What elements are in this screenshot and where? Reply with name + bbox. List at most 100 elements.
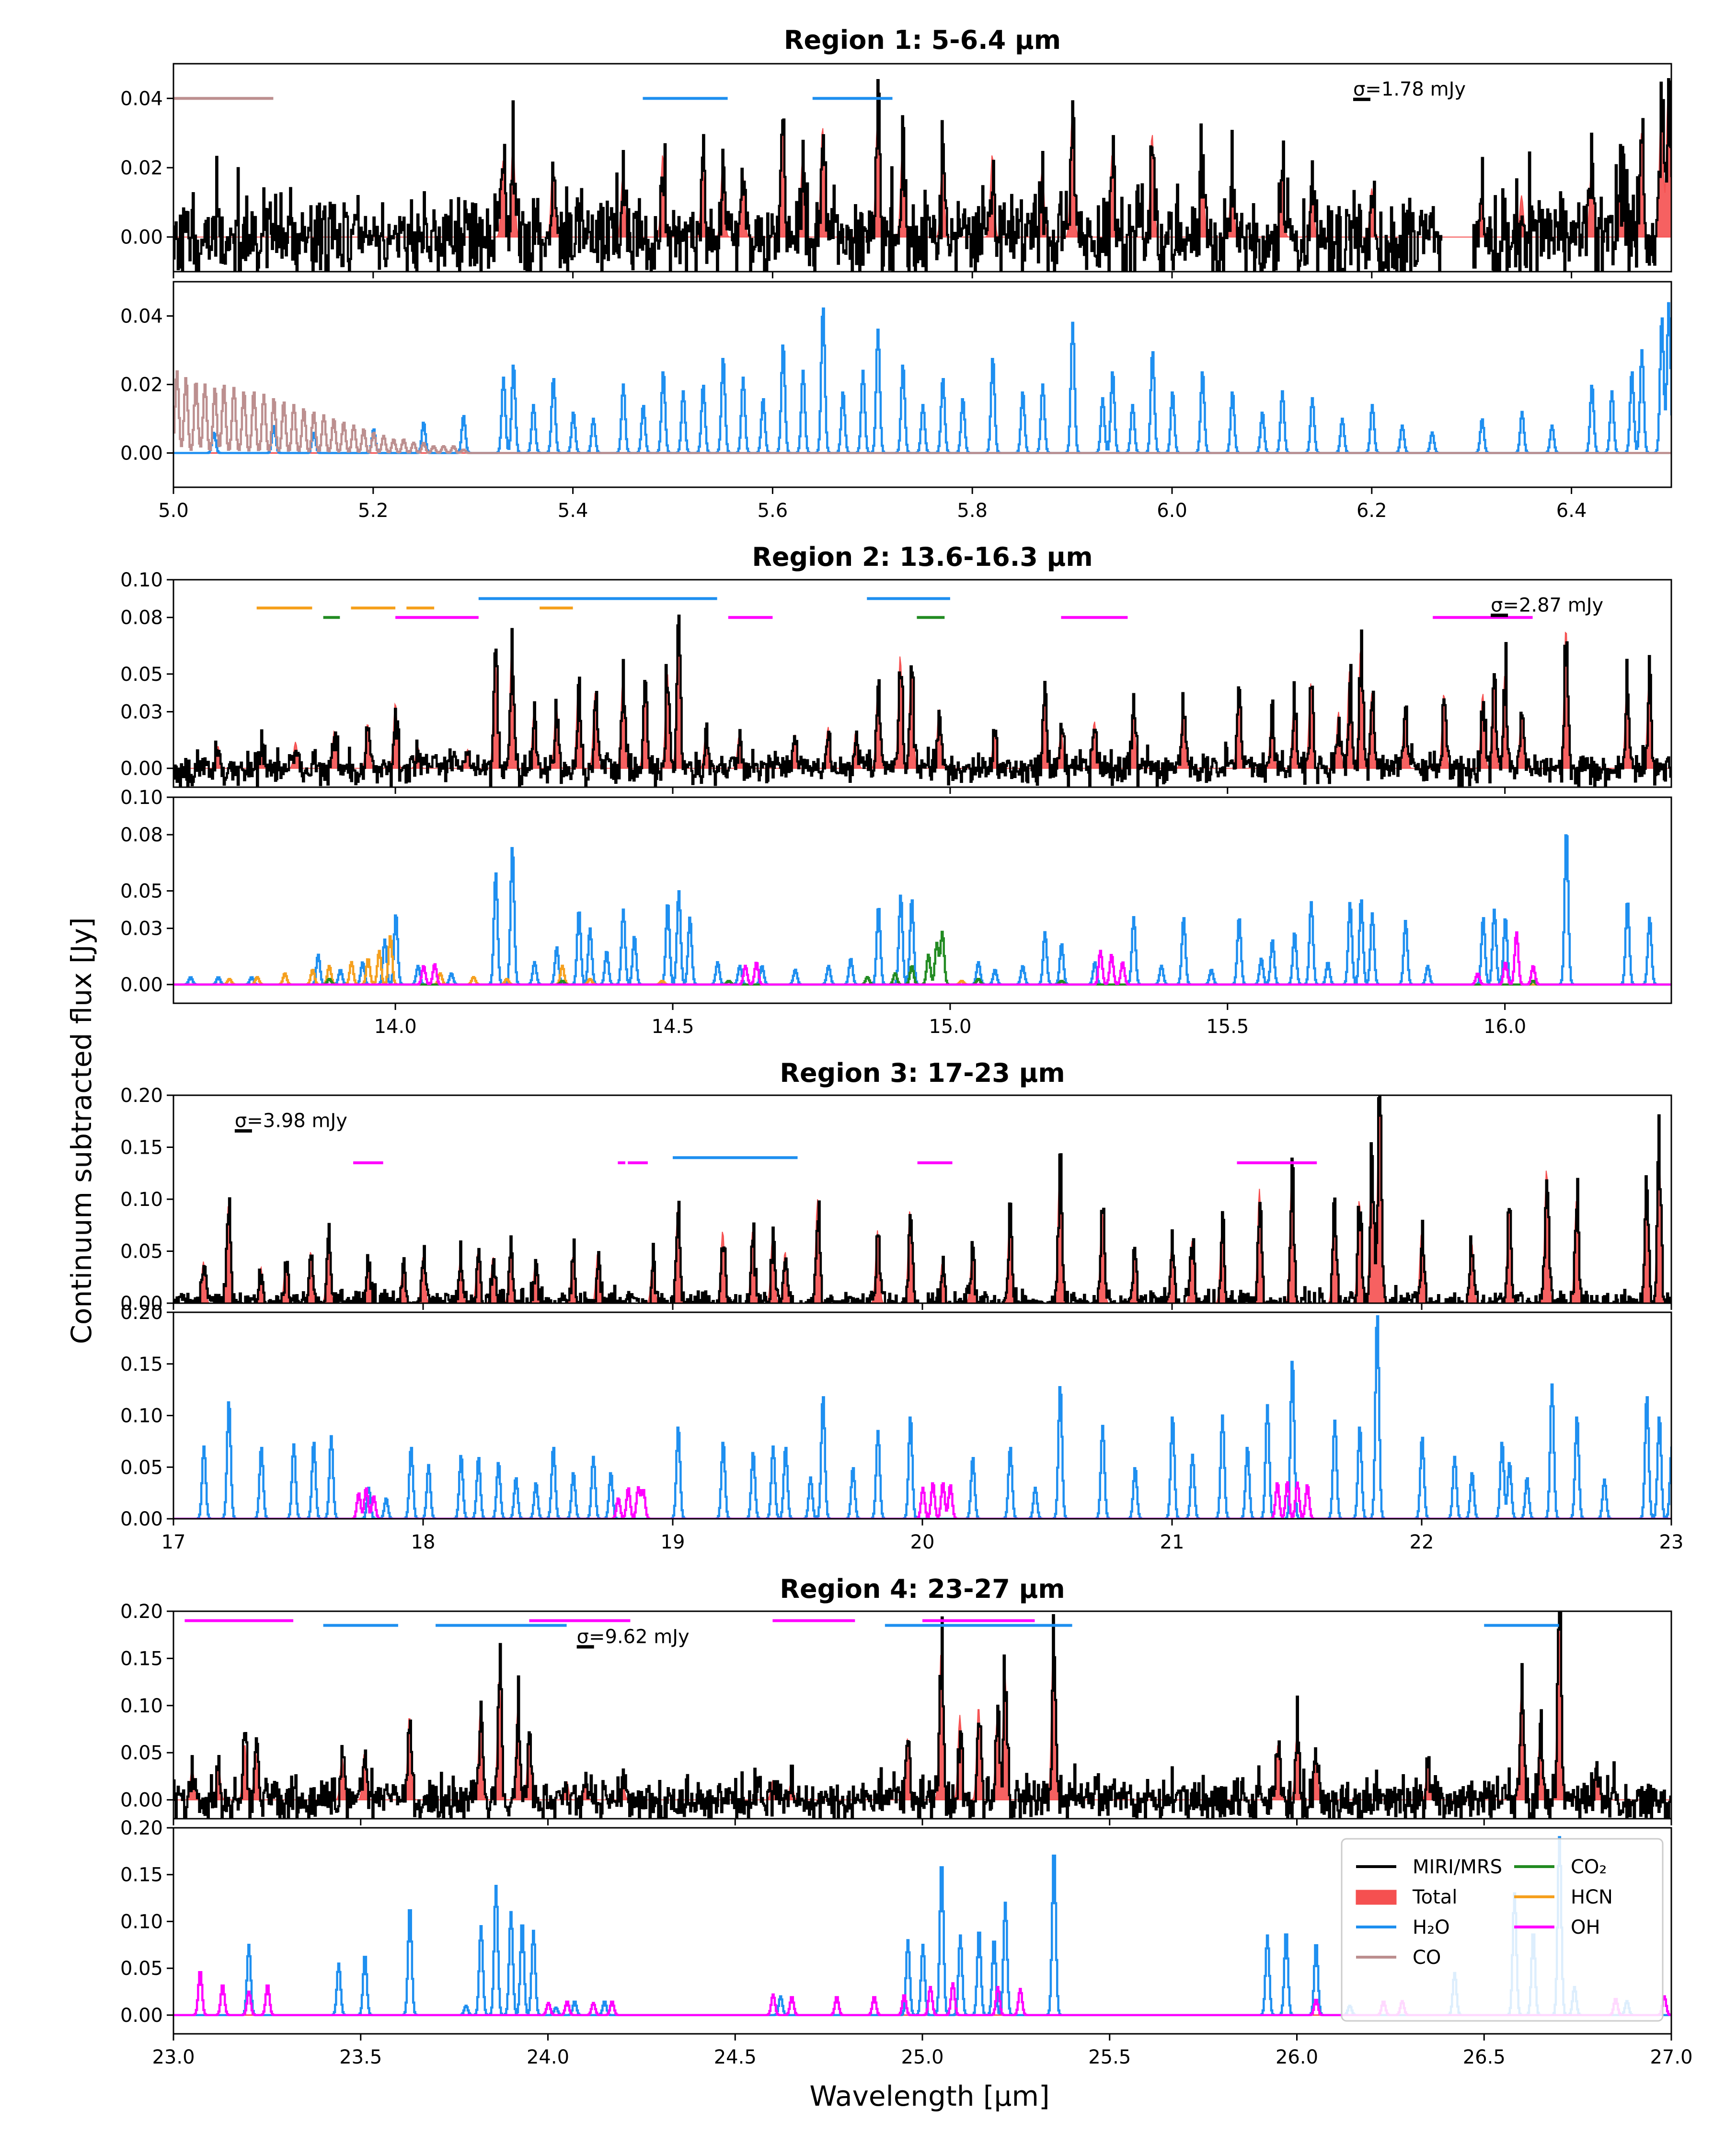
- y-tick-label: 0.00: [120, 443, 163, 465]
- y-tick-label: 0.20: [120, 1302, 163, 1324]
- y-tick-label: 0.00: [120, 1789, 163, 1812]
- panel-region-3: Region 3: 17-23 μm σ=3.98 mJy 0.00 0.05 0.10…: [120, 1058, 1684, 1553]
- y-tick-label: 0.02: [120, 374, 163, 396]
- panel-title: Region 1: 5-6.4 μm: [784, 25, 1061, 55]
- x-tick-label: 17: [161, 1531, 186, 1553]
- sigma-label: σ=2.87 mJy: [1491, 594, 1603, 616]
- legend-label: CO: [1413, 1947, 1441, 1969]
- x-tick-label: 5.6: [758, 500, 788, 522]
- y-tick-label: 0.20: [120, 1085, 163, 1107]
- y-tick-label: 0.00: [120, 758, 163, 780]
- x-tick-label: 22: [1410, 1531, 1434, 1553]
- legend-label: HCN: [1571, 1886, 1613, 1908]
- y-tick-label: 0.05: [120, 1958, 163, 1980]
- x-tick-label: 21: [1160, 1531, 1184, 1553]
- panels-group: Region 1: 5-6.4 μm σ=1.78 mJy 0.00 0.02 0.04…: [120, 25, 1693, 2068]
- y-tick-label: 0.00: [120, 1293, 163, 1315]
- miri-mrs-spectrum: [173, 78, 1671, 272]
- x-tick-label: 23.5: [339, 2046, 382, 2068]
- y-tick-label: 0.20: [120, 1817, 163, 1839]
- legend-frame: [1341, 1838, 1664, 2022]
- y-tick-label: 0.00: [120, 227, 163, 249]
- x-tick-label: 5.8: [957, 500, 988, 522]
- panel-region-2: Region 2: 13.6-16.3 μm σ=2.87 mJy 0.00 0.03…: [120, 542, 1672, 1038]
- x-tick-label: 15.5: [1206, 1016, 1249, 1038]
- y-tick-label: 0.08: [120, 607, 163, 629]
- upper-axes-frame: [172, 579, 1672, 788]
- legend: MIRI/MRS Total H₂O CO CO₂ HCN OH: [1341, 1838, 1664, 2022]
- legend-label: H₂O: [1413, 1916, 1450, 1938]
- lower-axes-frame: [172, 796, 1672, 1004]
- x-tick-label: 14.0: [374, 1016, 417, 1038]
- y-tick-label: 0.04: [120, 88, 163, 110]
- panel-region-1: Region 1: 5-6.4 μm σ=1.78 mJy 0.00 0.02 0.04…: [120, 25, 1672, 522]
- x-tick-label: 23: [1659, 1531, 1684, 1553]
- lower-axes-frame: [172, 281, 1672, 488]
- y-tick-label: 0.15: [120, 1864, 163, 1886]
- y-tick-label: 0.02: [120, 157, 163, 179]
- x-tick-label: 24.5: [714, 2046, 757, 2068]
- y-tick-label: 0.08: [120, 824, 163, 846]
- x-tick-label: 24.0: [527, 2046, 569, 2068]
- y-tick-label: 0.10: [120, 569, 163, 591]
- x-axis-label: Wavelength [μm]: [809, 2080, 1049, 2112]
- miri-mrs-spectrum: [173, 1095, 1671, 1303]
- x-tick-label: 27.0: [1650, 2046, 1692, 2068]
- y-tick-label: 0.05: [120, 1241, 163, 1263]
- sigma-label: σ=3.98 mJy: [235, 1110, 347, 1132]
- model-oh: [173, 1481, 1671, 1519]
- y-tick-label: 0.03: [120, 701, 163, 723]
- legend-label: Total: [1412, 1886, 1457, 1908]
- x-tick-label: 20: [910, 1531, 935, 1553]
- panel-title: Region 3: 17-23 μm: [780, 1058, 1065, 1088]
- y-tick-label: 0.10: [120, 787, 163, 809]
- y-tick-label: 0.05: [120, 664, 163, 686]
- y-tick-label: 0.20: [120, 1601, 163, 1623]
- upper-plot-area: [173, 1095, 1671, 1303]
- y-tick-label: 0.00: [120, 2005, 163, 2027]
- x-tick-label: 6.4: [1556, 500, 1587, 522]
- lower-plot-area: [173, 834, 1671, 986]
- x-tick-label: 16.0: [1484, 1016, 1526, 1038]
- upper-plot-area: [173, 1611, 1671, 1819]
- model-oh: [173, 931, 1671, 986]
- y-tick-label: 0.05: [120, 880, 163, 902]
- x-tick-label: 18: [411, 1531, 436, 1553]
- y-tick-label: 0.04: [120, 306, 163, 328]
- x-tick-label: 25.5: [1088, 2046, 1131, 2068]
- x-tick-label: 5.0: [158, 500, 189, 522]
- legend-label: MIRI/MRS: [1413, 1856, 1502, 1878]
- upper-axes-frame: [172, 1094, 1672, 1304]
- y-tick-label: 0.15: [120, 1353, 163, 1376]
- miri-mrs-spectrum: [173, 614, 1671, 787]
- legend-swatch-total: [1356, 1890, 1397, 1905]
- x-tick-label: 26.5: [1463, 2046, 1506, 2068]
- legend-label: CO₂: [1571, 1856, 1607, 1878]
- x-tick-label: 15.0: [929, 1016, 971, 1038]
- panel-title: Region 2: 13.6-16.3 μm: [752, 542, 1092, 572]
- y-tick-label: 0.05: [120, 1456, 163, 1479]
- sigma-label: σ=9.62 mJy: [577, 1626, 690, 1648]
- y-tick-label: 0.10: [120, 1695, 163, 1717]
- y-tick-label: 0.00: [120, 974, 163, 996]
- x-tick-label: 19: [661, 1531, 685, 1553]
- total-model-fill: [173, 1095, 1671, 1303]
- sigma-label: σ=1.78 mJy: [1353, 78, 1466, 100]
- x-tick-label: 6.0: [1157, 500, 1187, 522]
- x-tick-label: 5.2: [358, 500, 389, 522]
- lower-plot-area: [173, 1315, 1671, 1519]
- panel-title: Region 4: 23-27 μm: [780, 1574, 1065, 1604]
- x-tick-label: 25.0: [901, 2046, 943, 2068]
- model-co: [173, 370, 1671, 454]
- y-tick-label: 0.15: [120, 1137, 163, 1159]
- x-tick-label: 6.2: [1357, 500, 1387, 522]
- upper-plot-area: [173, 597, 1671, 787]
- panel-region-4: Region 4: 23-27 μm σ=9.62 mJy 0.00 0.05 0.10…: [120, 1574, 1693, 2068]
- lower-plot-area: [173, 302, 1671, 454]
- y-tick-label: 0.10: [120, 1911, 163, 1933]
- legend-label: OH: [1571, 1916, 1600, 1938]
- y-axis-label: Continuum subtracted flux [Jy]: [65, 917, 98, 1344]
- y-tick-label: 0.10: [120, 1405, 163, 1427]
- x-tick-label: 5.4: [558, 500, 588, 522]
